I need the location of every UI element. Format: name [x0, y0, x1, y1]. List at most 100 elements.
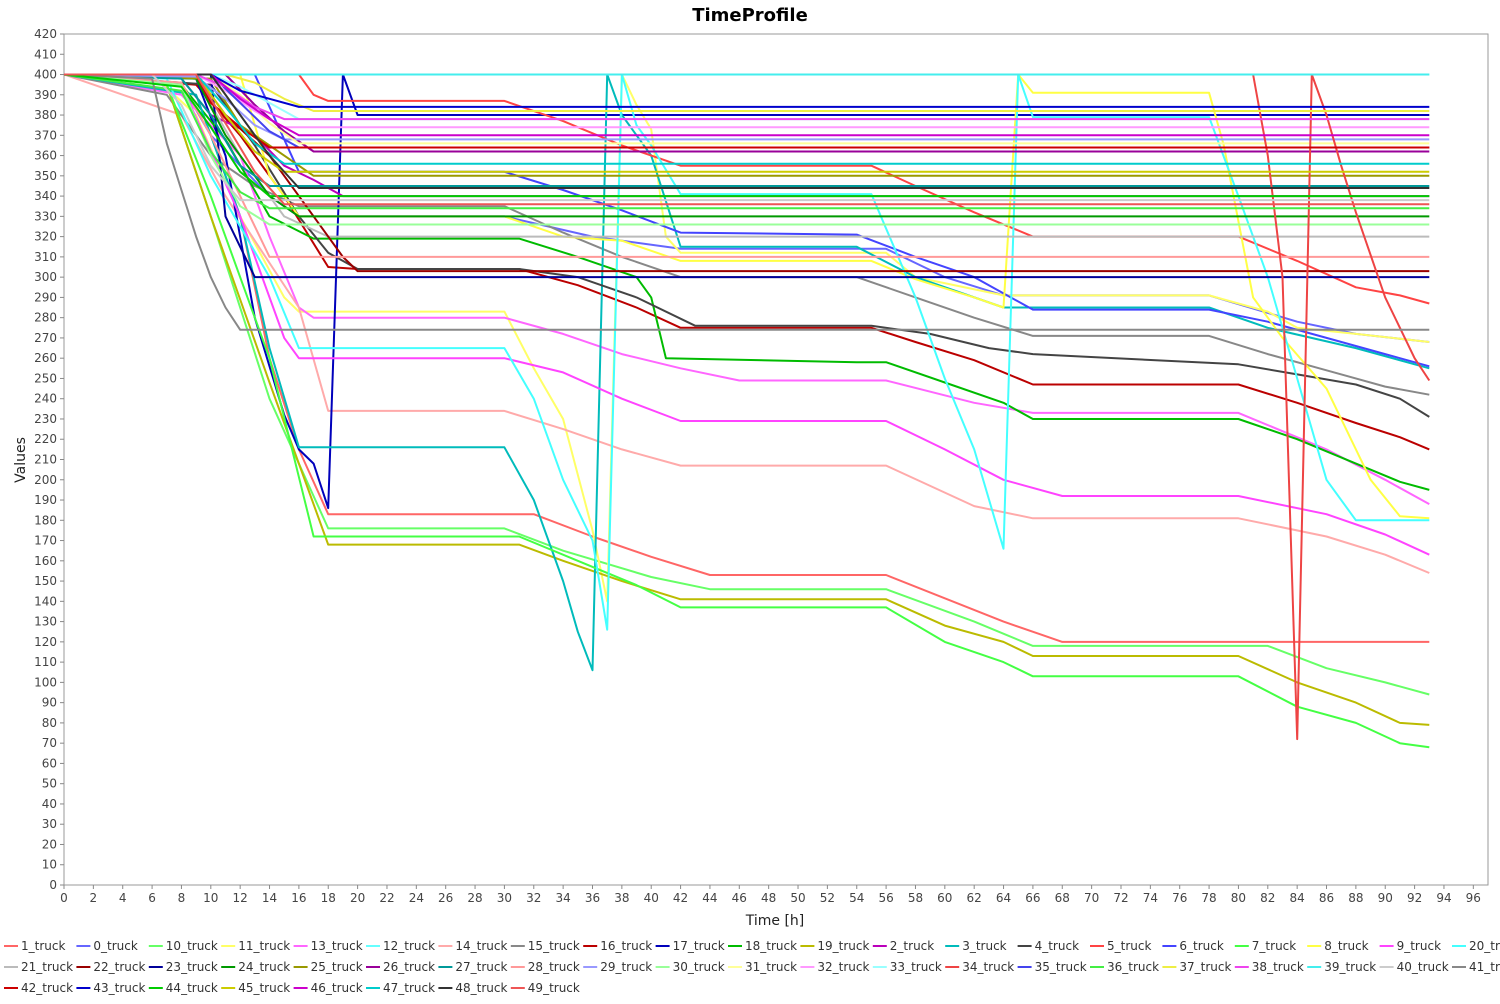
x-axis: 0 2 4 6 8 10 12 14 16 18 20 22 24 26 28 30 32 34 36 38 40 42 4… [60, 885, 1481, 905]
series-line-25_truck [64, 73, 1430, 177]
x-tick-label: 94 [1436, 891, 1451, 905]
legend-item: 21_truck [4, 960, 73, 974]
x-tick-label: 22 [379, 891, 394, 905]
legend-label: 6_truck [1179, 939, 1223, 953]
series-line-29_truck [64, 73, 1430, 141]
legend-label: 3_truck [962, 939, 1006, 953]
legend-item: 14_truck [438, 939, 508, 953]
y-tick-label: 220 [34, 432, 57, 446]
legend-label: 13_truck [311, 939, 363, 953]
x-tick-label: 2 [90, 891, 98, 905]
x-tick-label: 60 [937, 891, 952, 905]
x-tick-label: 66 [1025, 891, 1040, 905]
x-tick-label: 30 [497, 891, 512, 905]
x-tick-label: 32 [526, 891, 541, 905]
legend: 1_truck 0_truck 10_truck 11_truck 13_truck 12… [4, 939, 1500, 995]
legend-item: 27_truck [438, 960, 508, 974]
y-tick-label: 190 [34, 493, 57, 507]
series-line-41_truck [64, 73, 1430, 331]
x-tick-label: 42 [673, 891, 688, 905]
x-tick-label: 48 [761, 891, 776, 905]
legend-label: 22_truck [93, 960, 145, 974]
y-tick-label: 410 [34, 47, 57, 61]
legend-item: 25_truck [293, 960, 363, 974]
legend-label: 8_truck [1324, 939, 1368, 953]
x-tick-label: 86 [1319, 891, 1334, 905]
legend-item: 34_truck [945, 960, 1014, 974]
y-tick-label: 380 [34, 108, 57, 122]
legend-item: 29_truck [583, 960, 652, 974]
series-line-36_truck [64, 73, 1430, 210]
y-tick-label: 20 [42, 837, 57, 851]
series-line-27_truck [64, 73, 1430, 187]
y-tick-label: 120 [34, 635, 57, 649]
x-tick-label: 40 [644, 891, 659, 905]
legend-label: 39_truck [1324, 960, 1376, 974]
legend-label: 41_truck [1469, 960, 1500, 974]
x-tick-label: 18 [321, 891, 336, 905]
y-tick-label: 340 [34, 189, 57, 203]
legend-label: 48_truck [455, 981, 507, 995]
y-tick-label: 70 [42, 736, 57, 750]
x-tick-label: 10 [203, 891, 218, 905]
legend-item: 38_truck [1234, 960, 1304, 974]
legend-item: 4_truck [1017, 939, 1079, 953]
x-tick-label: 4 [119, 891, 127, 905]
legend-label: 2_truck [890, 939, 934, 953]
series-line-44_truck [64, 73, 1430, 198]
legend-item: 43_truck [76, 981, 146, 995]
y-tick-label: 80 [42, 716, 57, 730]
x-tick-label: 70 [1084, 891, 1099, 905]
legend-item: 18_truck [728, 939, 797, 953]
x-tick-label: 92 [1407, 891, 1422, 905]
legend-label: 46_truck [311, 981, 363, 995]
x-tick-label: 88 [1348, 891, 1363, 905]
legend-label: 21_truck [21, 960, 73, 974]
series-line-9_truck [64, 73, 1430, 556]
y-tick-label: 150 [34, 574, 57, 588]
legend-item: 1_truck [4, 939, 65, 953]
legend-item: 12_truck [366, 939, 435, 953]
legend-item: 3_truck [945, 939, 1007, 953]
legend-item: 8_truck [1307, 939, 1369, 953]
y-tick-label: 240 [34, 392, 57, 406]
legend-label: 33_truck [890, 960, 942, 974]
legend-label: 40_truck [1397, 960, 1449, 974]
legend-item: 39_truck [1307, 960, 1376, 974]
legend-label: 27_truck [455, 960, 507, 974]
x-tick-label: 46 [732, 891, 747, 905]
y-tick-label: 210 [34, 453, 57, 467]
legend-item: 11_truck [221, 939, 290, 953]
y-tick-label: 170 [34, 534, 57, 548]
x-tick-label: 54 [849, 891, 864, 905]
series-line-13_truck [64, 73, 1430, 505]
legend-item: 24_truck [221, 960, 290, 974]
legend-label: 34_truck [962, 960, 1014, 974]
legend-item: 42_truck [4, 981, 73, 995]
y-tick-label: 290 [34, 290, 57, 304]
x-tick-label: 34 [555, 891, 570, 905]
y-tick-label: 250 [34, 371, 57, 385]
series-line-11_truck [64, 73, 1430, 603]
legend-label: 18_truck [745, 939, 797, 953]
x-tick-label: 82 [1260, 891, 1275, 905]
legend-label: 28_truck [528, 960, 580, 974]
legend-label: 17_truck [673, 939, 725, 953]
legend-item: 47_truck [366, 981, 435, 995]
legend-label: 32_truck [817, 960, 869, 974]
legend-item: 32_truck [800, 960, 870, 974]
x-tick-label: 24 [409, 891, 424, 905]
y-tick-label: 320 [34, 230, 57, 244]
y-tick-label: 90 [42, 696, 57, 710]
legend-label: 1_truck [21, 939, 65, 953]
y-tick-label: 40 [42, 797, 57, 811]
legend-label: 24_truck [238, 960, 290, 974]
y-tick-label: 280 [34, 311, 57, 325]
legend-label: 10_truck [166, 939, 218, 953]
plot-area [63, 33, 1489, 886]
series-line-28_truck [64, 73, 1430, 258]
x-tick-label: 58 [908, 891, 923, 905]
x-tick-label: 90 [1378, 891, 1393, 905]
legend-label: 44_truck [166, 981, 218, 995]
